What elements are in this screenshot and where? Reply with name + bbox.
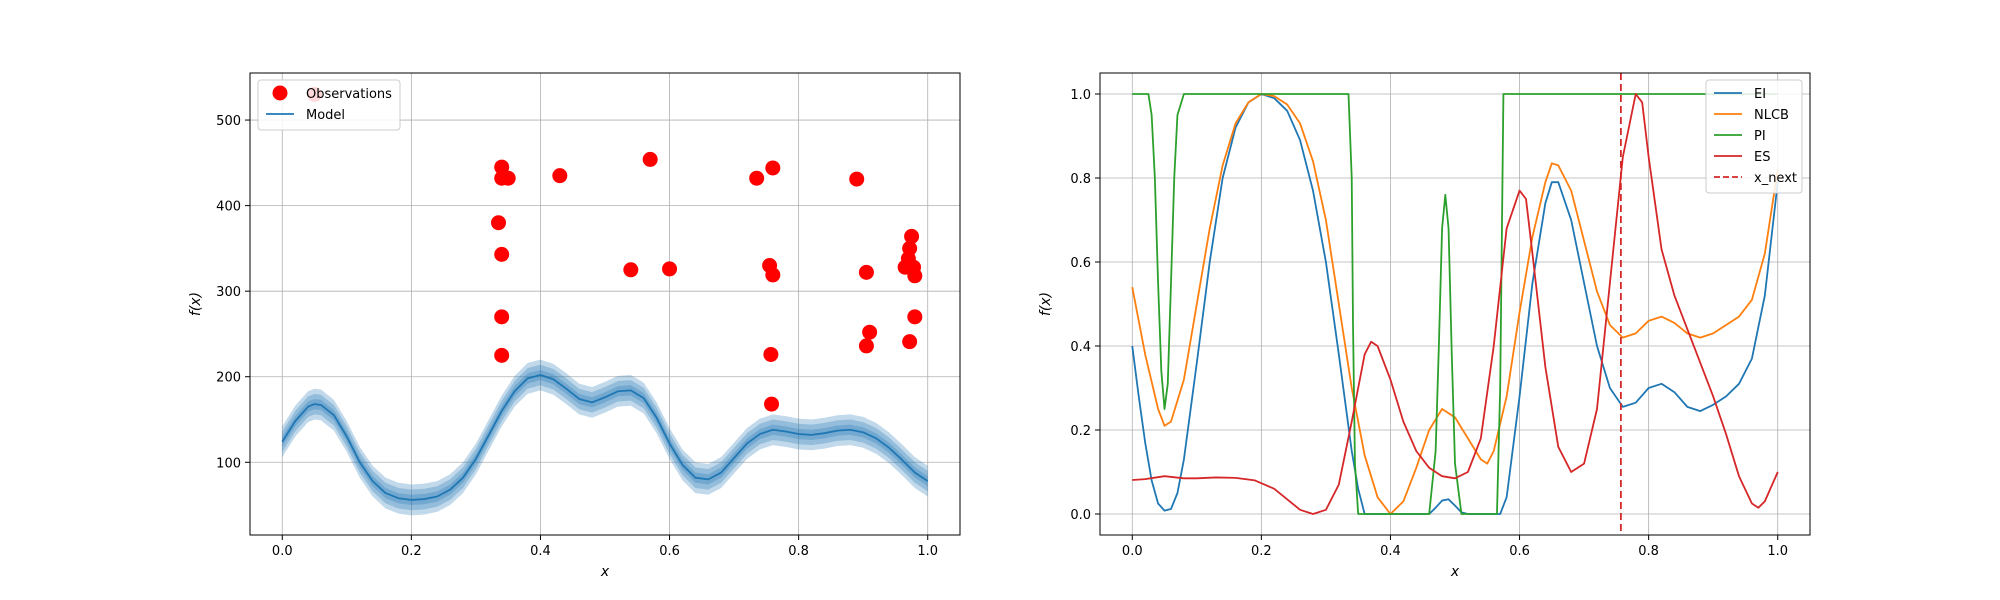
- left-observation-point: [642, 151, 658, 167]
- left-observation-point: [662, 261, 678, 277]
- left-observation-point: [552, 168, 568, 184]
- left-x-tick-label: 0.0: [272, 544, 293, 559]
- right-legend-label-x-next: x_next: [1754, 171, 1797, 186]
- left-observation-point: [494, 347, 510, 363]
- left-x-tick-label: 1.0: [917, 544, 938, 559]
- right-legend-label-ei: EI: [1754, 87, 1766, 102]
- left-x-tick-label: 0.4: [530, 544, 551, 559]
- right-x-tick-label: 0.6: [1509, 544, 1530, 559]
- right-x-tick-label: 0.0: [1122, 544, 1143, 559]
- left-chart: 0.0 0.2 0.4 0.6 0.8 1.0 100 200 300 400 500 x f(x)…: [188, 72, 961, 580]
- left-observation-point: [494, 246, 510, 262]
- left-y-tick-label: 100: [216, 456, 241, 471]
- left-plot-area: [281, 86, 929, 516]
- left-x-tick-label: 0.2: [401, 544, 422, 559]
- right-y-tick-label: 0.8: [1070, 172, 1091, 187]
- left-ticks: 0.0 0.2 0.4 0.6 0.8 1.0 100 200 300 400 500: [216, 114, 938, 559]
- right-grid: [1100, 73, 1810, 535]
- left-x-tick-label: 0.8: [788, 544, 809, 559]
- right-y-tick-label: 0.0: [1070, 508, 1091, 523]
- left-observation-point: [904, 228, 920, 244]
- right-y-tick-label: 0.2: [1070, 424, 1091, 439]
- right-legend: EI NLCB PI ES x_next: [1705, 79, 1803, 194]
- right-x-axis-label: x: [1450, 564, 1460, 580]
- right-y-tick-label: 0.6: [1070, 256, 1091, 271]
- right-series-line-pi: [1132, 93, 1778, 515]
- left-observation-point: [907, 268, 923, 284]
- left-observation-point: [763, 346, 779, 362]
- left-observation-point: [907, 309, 923, 325]
- right-x-tick-label: 0.4: [1380, 544, 1401, 559]
- right-plot-area: [1131, 73, 1779, 535]
- left-observation-point: [765, 267, 781, 283]
- left-observation-point: [623, 262, 639, 278]
- right-legend-label-es: ES: [1754, 150, 1770, 165]
- left-observation-point: [764, 396, 780, 412]
- left-model-confidence-band: [282, 359, 928, 516]
- left-legend: Observations Model: [257, 79, 401, 131]
- left-legend-marker-observations: [272, 85, 288, 101]
- left-y-tick-label: 500: [216, 114, 241, 129]
- left-x-axis-label: x: [600, 564, 610, 580]
- left-observation-point: [765, 160, 781, 176]
- left-observation-point: [858, 338, 874, 354]
- left-y-tick-label: 300: [216, 285, 241, 300]
- left-observation-point: [500, 170, 516, 186]
- left-legend-label-observations: Observations: [306, 87, 392, 102]
- right-axes-frame: [1099, 72, 1811, 536]
- left-grid: [250, 73, 960, 535]
- left-observation-point: [862, 324, 878, 340]
- left-legend-box: [257, 79, 401, 131]
- left-observation-point: [902, 334, 918, 350]
- right-legend-label-pi: PI: [1754, 129, 1766, 144]
- left-observation-point: [749, 170, 765, 186]
- left-y-tick-label: 200: [216, 371, 241, 386]
- left-legend-label-model: Model: [306, 108, 345, 123]
- right-series-line-es: [1132, 93, 1779, 515]
- right-x-tick-label: 0.2: [1251, 544, 1272, 559]
- left-axes-frame: [249, 72, 961, 536]
- left-observation-point: [858, 264, 874, 280]
- left-y-axis-label: f(x): [188, 292, 204, 316]
- left-y-tick-label: 400: [216, 200, 241, 215]
- right-y-axis-label: f(x): [1038, 292, 1054, 316]
- left-series-line-model: [281, 374, 929, 501]
- right-y-tick-label: 1.0: [1070, 88, 1091, 103]
- left-observation-point: [849, 171, 865, 187]
- right-x-tick-label: 0.8: [1638, 544, 1659, 559]
- right-series-line-ei: [1131, 93, 1779, 515]
- right-ticks: 0.0 0.2 0.4 0.6 0.8 1.0 0.0 0.2 0.4 0.6 0.8 1.0: [1070, 88, 1788, 559]
- right-legend-label-nlcb: NLCB: [1754, 108, 1789, 123]
- left-observation-point: [491, 215, 506, 231]
- right-series-line-nlcb: [1131, 93, 1779, 515]
- right-y-tick-label: 0.4: [1070, 340, 1091, 355]
- left-model-confidence-band: [282, 364, 928, 511]
- left-observation-point: [494, 159, 510, 175]
- right-legend-box: [1705, 79, 1803, 194]
- right-chart: 0.0 0.2 0.4 0.6 0.8 1.0 0.0 0.2 0.4 0.6 0.8 1.0 x f…: [1038, 72, 1811, 580]
- right-x-tick-label: 1.0: [1767, 544, 1788, 559]
- left-x-tick-label: 0.6: [659, 544, 680, 559]
- left-observation-point: [494, 309, 510, 325]
